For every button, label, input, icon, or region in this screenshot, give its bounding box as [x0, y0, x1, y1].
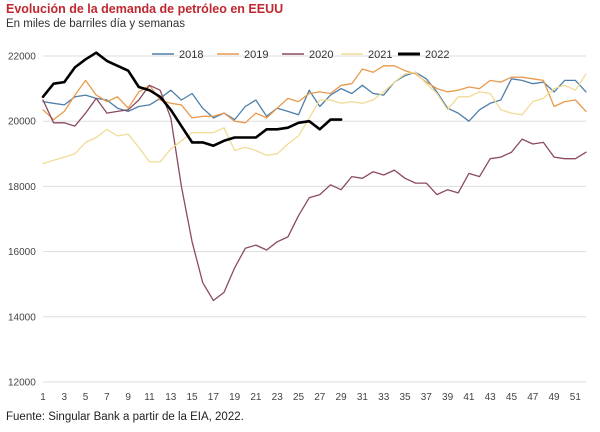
series-line-2021 [42, 71, 587, 165]
legend-label-2018: 2018 [179, 49, 203, 61]
grid-lines [43, 55, 586, 383]
x-tick-label: 15 [186, 392, 198, 403]
x-tick-label: 51 [570, 392, 582, 403]
x-tick-label: 7 [104, 392, 110, 403]
y-tick-label: 18000 [8, 182, 36, 193]
y-tick-label: 16000 [8, 247, 36, 258]
y-axis: 12000 14000 16000 18000 20000 22000 [8, 52, 36, 389]
series-line-2022 [41, 51, 343, 147]
x-tick-label: 21 [250, 392, 262, 403]
y-tick-label: 14000 [8, 312, 36, 323]
x-tick-label: 39 [442, 392, 454, 403]
chart-title: Evolución de la demanda de petróleo en E… [6, 2, 284, 16]
series-line-2020 [42, 84, 587, 302]
x-tick-label: 23 [272, 392, 284, 403]
x-tick-label: 49 [548, 392, 560, 403]
x-axis: 1 3 5 7 9 11 13 15 17 19 21 23 25 27 29 31 33 35 37 39 41 43 4… [40, 392, 581, 403]
x-tick-label: 37 [421, 392, 433, 403]
x-tick-label: 41 [463, 392, 475, 403]
x-tick-label: 1 [40, 392, 46, 403]
x-tick-label: 17 [208, 392, 220, 403]
x-tick-label: 9 [125, 392, 131, 403]
series-lines [41, 51, 587, 302]
x-tick-label: 3 [62, 392, 68, 403]
series-line-2018 [42, 71, 587, 122]
legend-label-2021: 2021 [368, 49, 392, 61]
x-tick-label: 31 [357, 392, 369, 403]
x-tick-label: 5 [83, 392, 89, 403]
chart-subtitle: En miles de barriles día y semanas [6, 18, 185, 30]
x-tick-label: 19 [229, 392, 241, 403]
source-note: Fuente: Singular Bank a partir de la EIA… [6, 411, 244, 423]
x-tick-label: 13 [165, 392, 177, 403]
y-tick-label: 22000 [8, 52, 36, 63]
y-tick-label: 20000 [8, 117, 36, 128]
x-tick-label: 33 [378, 392, 390, 403]
x-tick-label: 29 [336, 392, 348, 403]
x-tick-label: 35 [399, 392, 411, 403]
x-tick-label: 45 [506, 392, 518, 403]
x-tick-label: 47 [527, 392, 539, 403]
series-line-2019 [42, 65, 587, 124]
x-tick-label: 25 [293, 392, 305, 403]
legend-label-2019: 2019 [244, 49, 268, 61]
legend-label-2020: 2020 [309, 49, 333, 61]
y-tick-label: 12000 [8, 378, 36, 389]
legend-label-2022: 2022 [425, 49, 449, 61]
legend: 2018 2019 2020 2021 2022 [152, 49, 449, 61]
x-tick-label: 43 [485, 392, 497, 403]
x-tick-label: 27 [314, 392, 326, 403]
x-tick-label: 11 [144, 392, 155, 403]
